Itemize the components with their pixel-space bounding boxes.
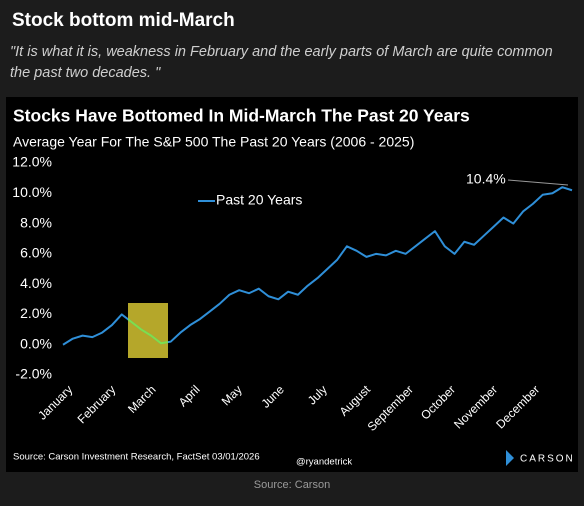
y-tick-label: 10.0%: [12, 184, 52, 200]
y-tick-label: 8.0%: [20, 214, 52, 230]
highlight-box: [128, 303, 168, 358]
y-tick-label: 6.0%: [20, 245, 52, 261]
y-tick-label: 12.0%: [12, 154, 52, 170]
y-tick-label: -2.0%: [15, 366, 52, 382]
y-tick-label: 0.0%: [20, 335, 52, 351]
legend-label: Past 20 Years: [216, 192, 302, 208]
brand: CARSON: [520, 454, 575, 465]
quote-box: "It is what it is, weakness in February …: [10, 44, 553, 81]
annotation-leader: [507, 179, 569, 186]
chart-panel: [6, 97, 578, 472]
brand-logo: [506, 450, 514, 466]
chart-subtitle: Average Year For The S&P 500 The Past 20…: [13, 134, 414, 150]
annotation: 10.4%: [466, 171, 506, 187]
quote: "It is what it is, weakness in February …: [10, 44, 553, 81]
y-tick-label: 2.0%: [20, 305, 52, 321]
y-tick-label: 4.0%: [20, 275, 52, 291]
header-title: Stock bottom mid-March: [12, 10, 235, 31]
chart-title: Stocks Have Bottomed In Mid-March The Pa…: [13, 106, 470, 126]
highlight-line: [128, 318, 168, 345]
footer: Source: Carson: [254, 479, 330, 491]
source: Source: Carson Investment Research, Fact…: [13, 452, 260, 463]
handle: @ryandetrick: [296, 457, 352, 468]
